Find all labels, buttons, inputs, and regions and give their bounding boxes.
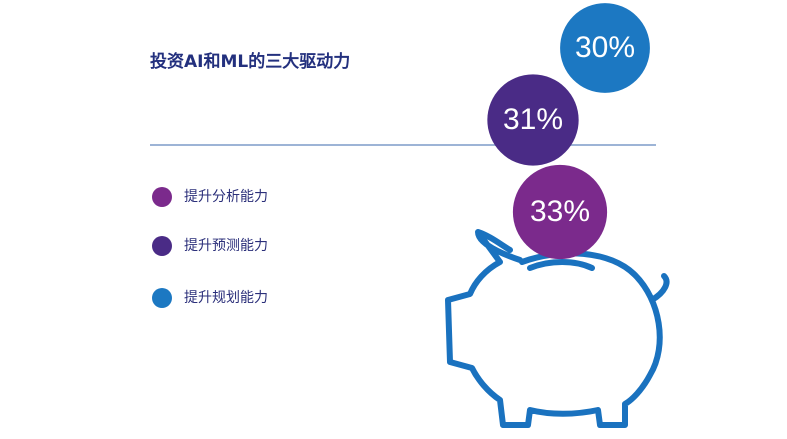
legend-dot [152,288,172,308]
legend-dot [152,236,172,256]
legend-label: 提升规划能力 [184,290,268,306]
chart-title: 投资AI和ML的三大驱动力 [150,51,350,72]
value-label: 33% [530,195,590,228]
legend-dot [152,187,172,207]
value-label: 30% [575,31,635,64]
bubble [560,3,650,93]
legend-label: 提升预测能力 [184,238,268,254]
legend-label: 提升分析能力 [184,189,268,205]
value-label: 31% [503,103,563,136]
piggy-bank [445,229,670,428]
bubble [512,164,608,260]
bubble [487,74,579,166]
